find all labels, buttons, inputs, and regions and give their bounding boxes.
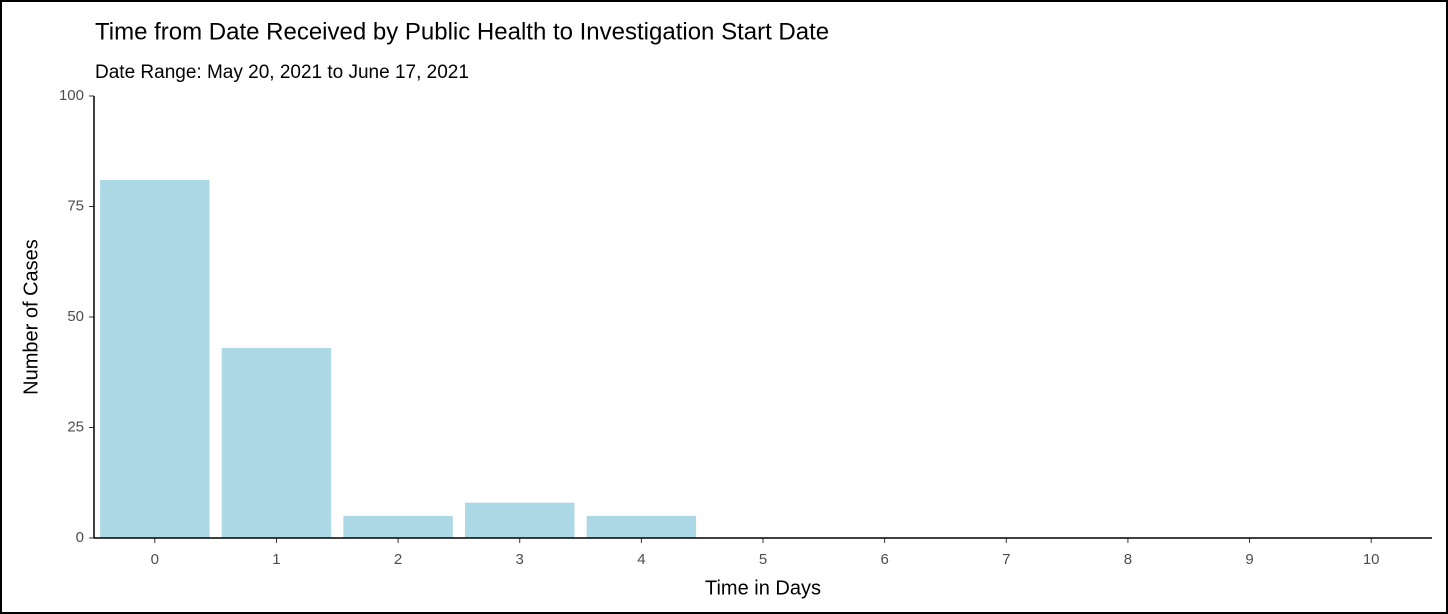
x-tick-label: 9 — [1245, 551, 1253, 568]
x-tick-label: 5 — [759, 551, 767, 568]
y-tick-label: 75 — [67, 197, 84, 214]
y-tick-label: 100 — [59, 87, 84, 104]
x-tick-label: 3 — [516, 551, 524, 568]
bar — [100, 179, 210, 539]
y-tick-label: 25 — [67, 418, 84, 435]
y-axis-label: Number of Cases — [20, 239, 42, 395]
x-tick-label: 2 — [394, 551, 402, 568]
bar — [586, 515, 697, 538]
bar — [221, 347, 332, 538]
chart-subtitle: Date Range: May 20, 2021 to June 17, 202… — [95, 62, 469, 83]
bar — [343, 515, 453, 538]
bar — [464, 502, 575, 538]
x-tick-label: 0 — [151, 551, 159, 568]
y-tick-label: 50 — [67, 308, 84, 325]
x-axis-label: Time in Days — [705, 577, 821, 599]
x-tick-label: 8 — [1124, 551, 1132, 568]
y-tick-label: 0 — [76, 529, 84, 546]
chart-title: Time from Date Received by Public Health… — [95, 18, 829, 45]
x-tick-label: 6 — [880, 551, 888, 568]
x-tick-label: 4 — [637, 551, 645, 568]
x-tick-label: 7 — [1002, 551, 1010, 568]
x-tick-label: 1 — [272, 551, 280, 568]
x-tick-label: 10 — [1363, 551, 1380, 568]
